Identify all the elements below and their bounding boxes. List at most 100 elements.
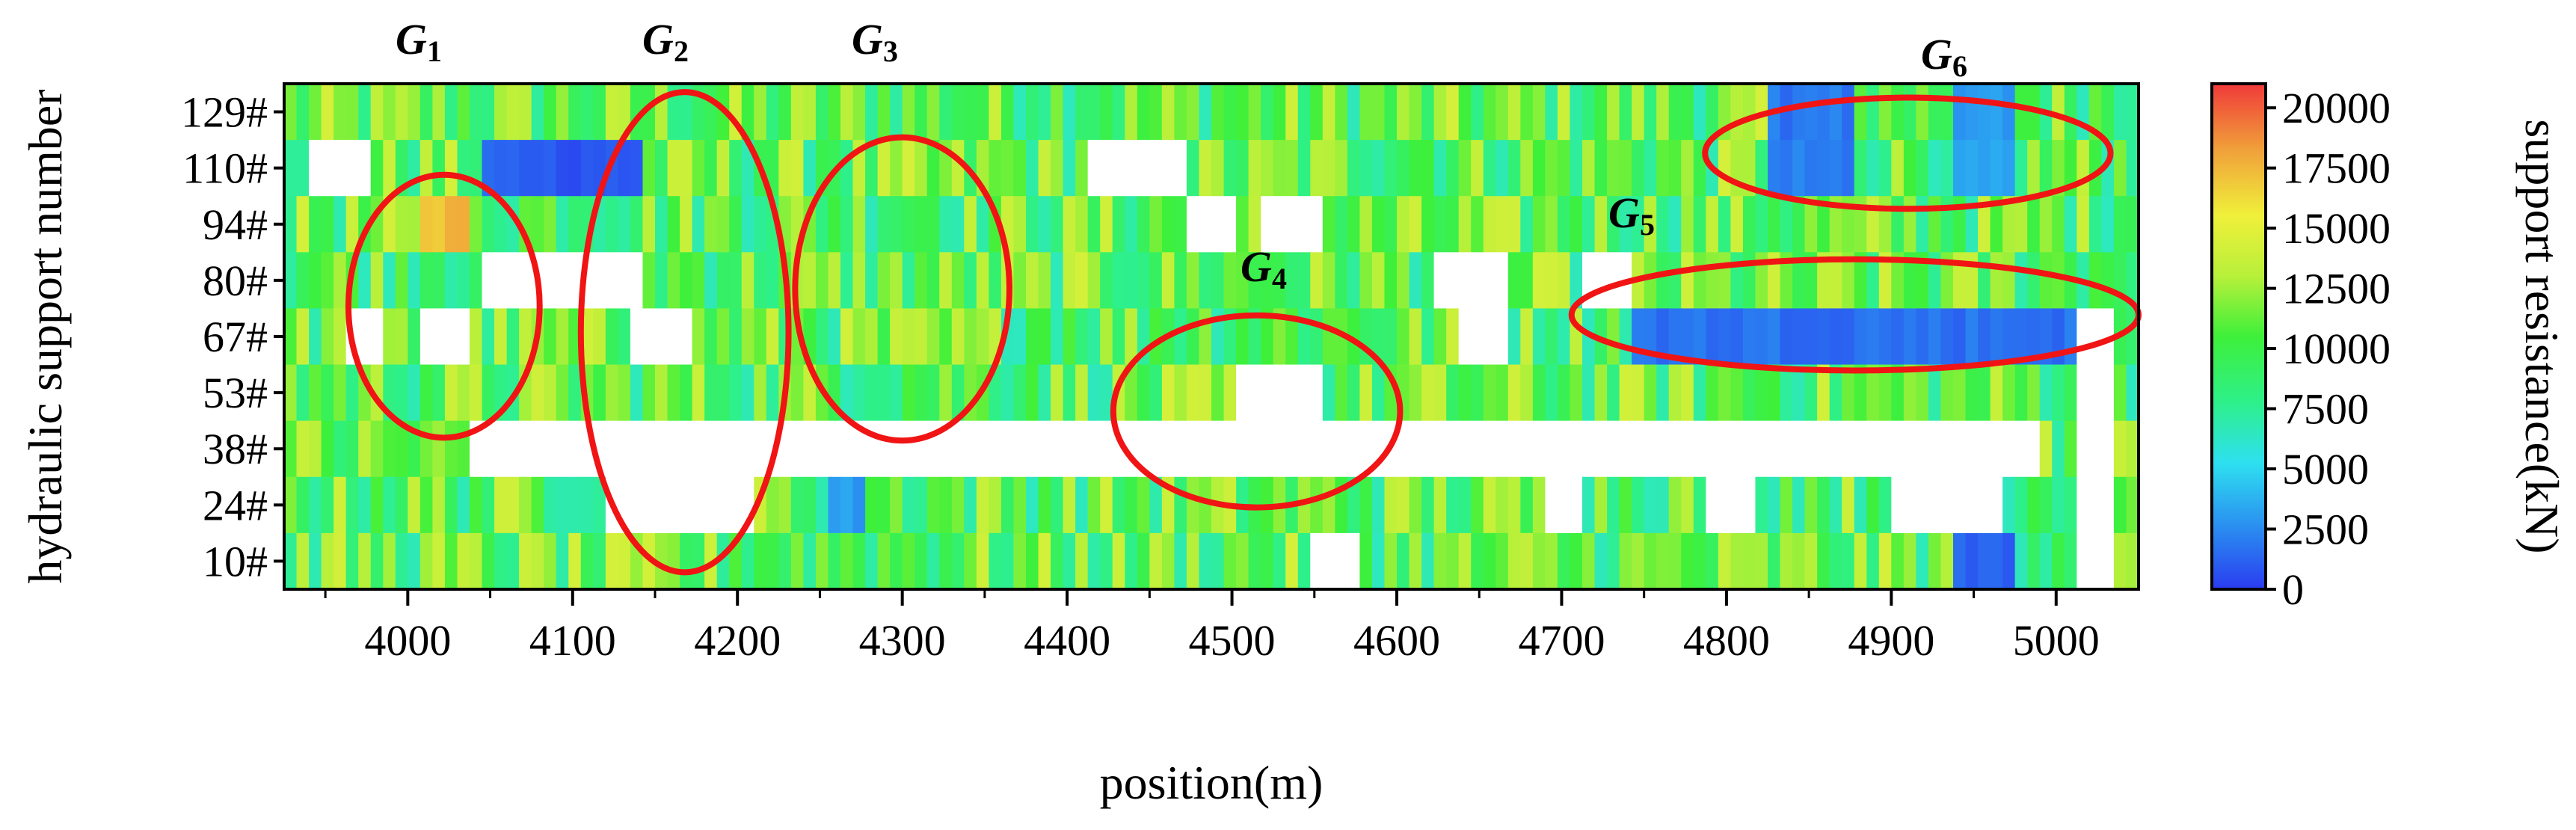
heatmap-cell: [890, 196, 903, 253]
heatmap-cell: [1199, 84, 1212, 141]
heatmap-cell: [284, 476, 298, 534]
x-axis-title: position(m): [1100, 756, 1324, 809]
heatmap-cell-empty: [890, 420, 903, 478]
heatmap-cell: [741, 84, 754, 141]
heatmap-cell-empty: [642, 308, 656, 366]
heatmap-cell: [1866, 196, 1880, 253]
heatmap-cell: [457, 140, 470, 197]
heatmap-cell: [890, 252, 903, 310]
heatmap-cell: [1693, 364, 1706, 422]
heatmap-cell: [766, 476, 779, 534]
heatmap-cell: [1545, 84, 1558, 141]
heatmap-cell: [1310, 476, 1324, 534]
heatmap-cell: [1174, 476, 1187, 534]
heatmap-cell: [544, 196, 557, 253]
heatmap-cell: [1594, 84, 1608, 141]
heatmap-cell: [1371, 252, 1386, 310]
heatmap-cell: [1965, 532, 1979, 589]
heatmap-cell: [333, 84, 347, 141]
heatmap-cell: [1668, 140, 1682, 197]
heatmap-cell-empty: [680, 476, 693, 534]
heatmap-cell-empty: [506, 420, 520, 478]
heatmap-cell: [1940, 140, 1954, 197]
heatmap-cell-empty: [419, 308, 433, 366]
heatmap-cell: [1507, 476, 1521, 534]
heatmap-cell: [1051, 140, 1064, 197]
heatmap-cell-empty: [494, 420, 508, 478]
heatmap-cell: [1161, 84, 1175, 141]
heatmap-cell-empty: [692, 476, 705, 534]
heatmap-cell: [1545, 364, 1558, 422]
heatmap-cell: [1409, 308, 1422, 366]
heatmap-cell-empty: [1186, 196, 1200, 253]
heatmap-cell: [630, 196, 644, 253]
heatmap-cell: [704, 364, 718, 422]
heatmap-cell: [419, 196, 433, 253]
heatmap-cell: [1644, 476, 1657, 534]
heatmap-cell: [926, 364, 940, 422]
heatmap-cell-empty: [1199, 196, 1212, 253]
heatmap-cell: [2039, 532, 2053, 589]
heatmap-cell: [1397, 252, 1410, 310]
heatmap-cell-empty: [309, 140, 322, 197]
heatmap-cell-empty: [1632, 420, 1645, 478]
heatmap-cell: [1594, 532, 1608, 589]
heatmap-cell: [556, 308, 569, 366]
heatmap-cell: [1038, 532, 1051, 589]
heatmap-cell: [1433, 308, 1447, 366]
heatmap-cell-empty: [1755, 420, 1768, 478]
heatmap-cell: [296, 532, 310, 589]
heatmap-cell: [926, 252, 940, 310]
heatmap-cell: [1854, 364, 1867, 422]
heatmap-cell: [1891, 364, 1905, 422]
heatmap-cell: [1755, 532, 1768, 589]
heatmap-cell: [865, 140, 879, 197]
heatmap-cell: [1496, 476, 1509, 534]
heatmap-cell: [803, 252, 817, 310]
heatmap-cell: [1804, 84, 1818, 141]
heatmap-cell-empty: [1000, 420, 1015, 478]
heatmap-cell: [1038, 196, 1051, 253]
group-label-subscript: 1: [427, 34, 442, 68]
heatmap-cell: [1087, 476, 1101, 534]
heatmap-cell-empty: [1742, 420, 1756, 478]
heatmap-cell-empty: [1223, 196, 1237, 253]
heatmap-cell: [1768, 364, 1781, 422]
heatmap-cell: [1149, 532, 1163, 589]
heatmap-cell: [482, 196, 495, 253]
heatmap-cell: [1483, 532, 1496, 589]
heatmap-cell: [419, 252, 433, 310]
heatmap-cell: [494, 196, 508, 253]
heatmap-cell: [1038, 364, 1051, 422]
heatmap-cell: [741, 308, 754, 366]
group-label: G2: [642, 15, 689, 68]
heatmap-cell: [1026, 252, 1039, 310]
heatmap-cell: [1211, 140, 1225, 197]
heatmap-cell: [951, 196, 965, 253]
heatmap-cell: [470, 532, 483, 589]
heatmap-cell: [1199, 532, 1212, 589]
heatmap-cell: [321, 84, 334, 141]
heatmap-cell: [766, 532, 779, 589]
heatmap-cell: [1322, 308, 1335, 366]
heatmap-cell: [1842, 196, 1855, 253]
heatmap-cell: [1051, 364, 1064, 422]
heatmap-cell-empty: [1236, 364, 1249, 422]
heatmap-cell-empty: [680, 420, 693, 478]
heatmap-cell: [1891, 252, 1905, 310]
heatmap-cell: [790, 364, 804, 422]
heatmap-cell: [2126, 140, 2139, 197]
heatmap-cell: [1582, 196, 1596, 253]
heatmap-cell: [1026, 84, 1039, 141]
heatmap-cell-empty: [1285, 196, 1299, 253]
heatmap-cell: [1125, 532, 1138, 589]
heatmap-cell: [902, 252, 915, 310]
heatmap-cell: [1520, 140, 1534, 197]
heatmap-cell: [1656, 84, 1670, 141]
heatmap-cell: [1000, 476, 1015, 534]
colorbar-tick-label: 7500: [2282, 385, 2369, 434]
heatmap-cell: [1668, 196, 1682, 253]
heatmap-cell: [1137, 476, 1150, 534]
heatmap-cell: [2064, 476, 2077, 534]
heatmap-cell: [1532, 476, 1546, 534]
